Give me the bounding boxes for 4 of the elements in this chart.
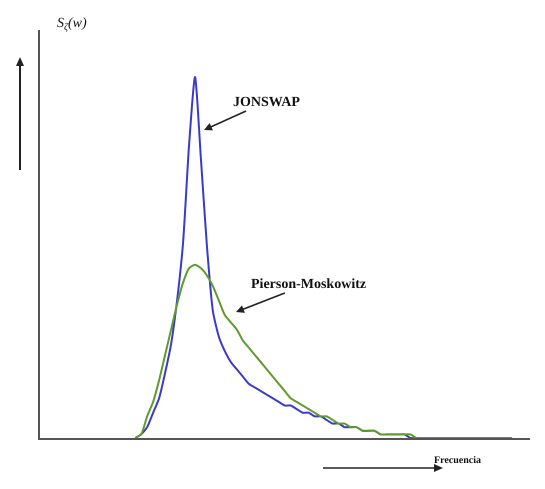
y-axis-title: S$_{ζ}$(w) [57, 16, 87, 33]
text: JONSWAP [233, 95, 300, 110]
x-axis-title: Frecuencia [434, 455, 482, 466]
text: Pierson-Moskowitz [251, 277, 366, 292]
